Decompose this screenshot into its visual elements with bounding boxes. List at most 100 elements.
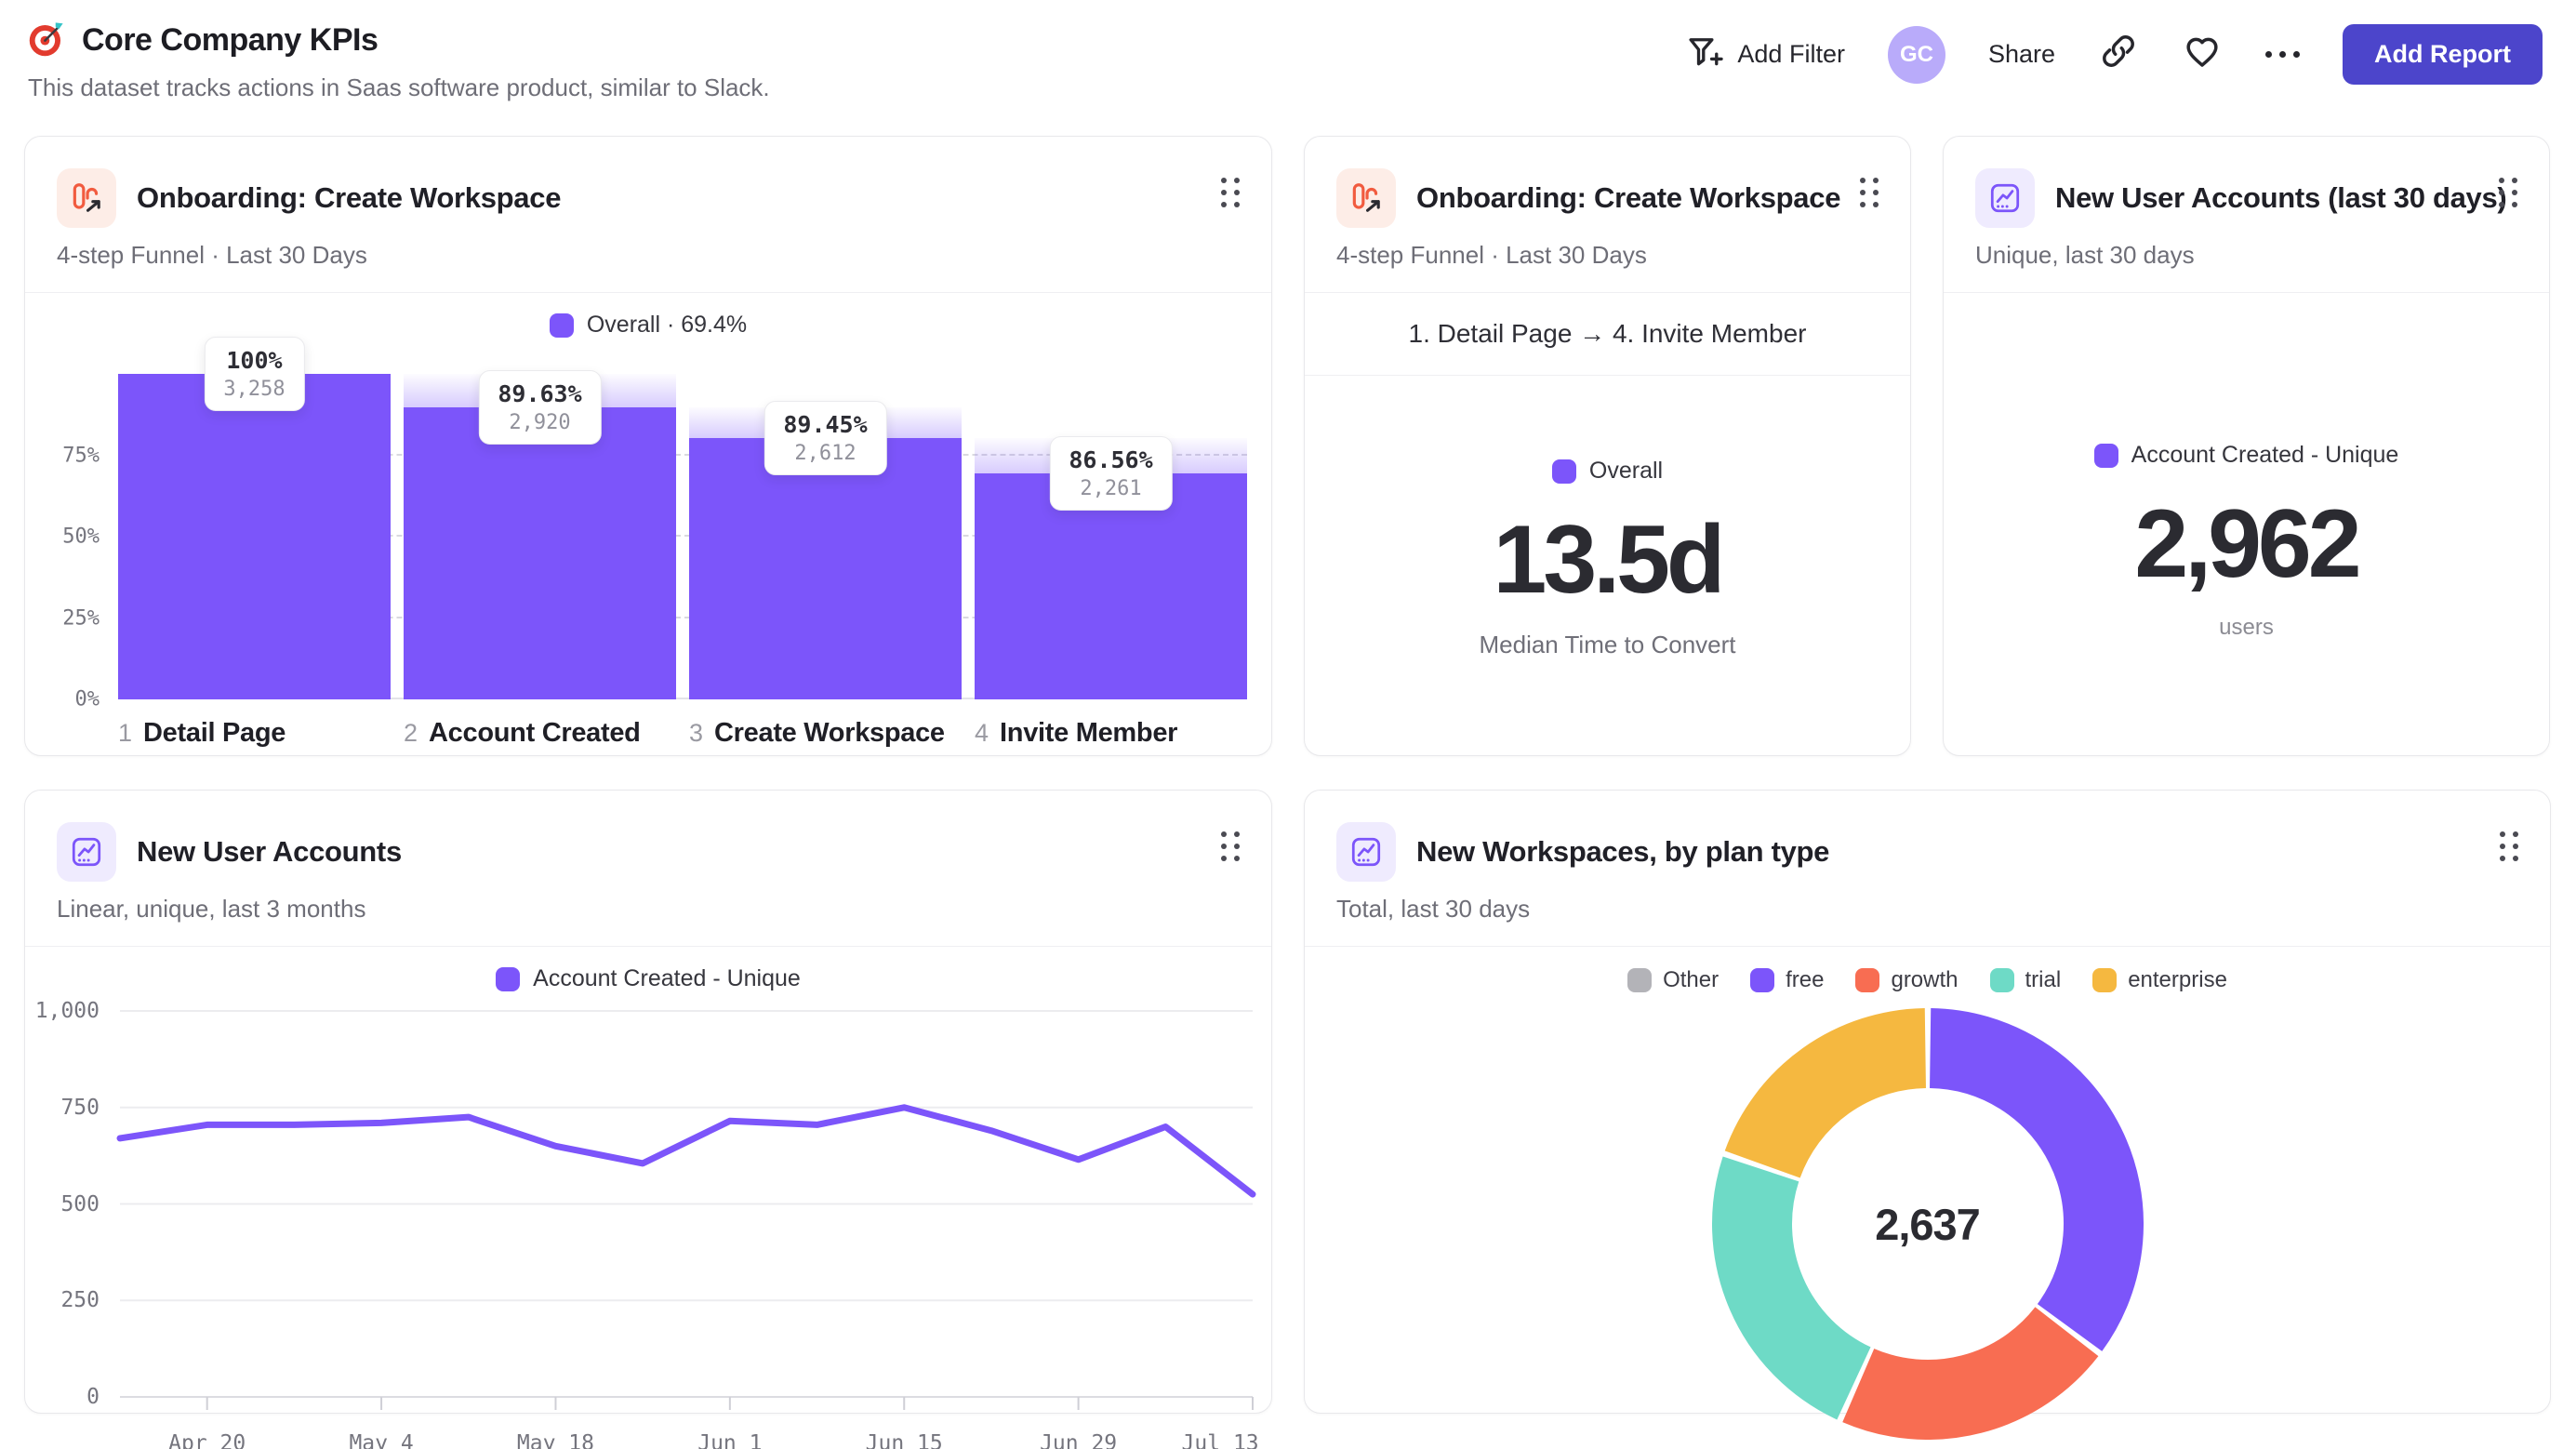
page-subtitle: This dataset tracks actions in Saas soft… (28, 73, 770, 101)
gridline-75 (118, 453, 1247, 456)
card-time-to-convert: Onboarding: Create Workspace 4-step Funn… (1304, 136, 1911, 756)
legend-swatch (1855, 968, 1880, 992)
funnel-bar (118, 374, 391, 699)
legend-swatch (1989, 968, 2014, 992)
legend-item-enterprise[interactable]: enterprise (2092, 967, 2227, 993)
drag-handle-icon[interactable] (1221, 831, 1240, 861)
funnel-report-icon (1336, 168, 1396, 228)
funnel-step-label: 4 Invite Member (975, 718, 1247, 749)
card-accounts-line-chart: New User Accounts Linear, unique, last 3… (24, 790, 1272, 1449)
funnel-y-axis: 0% 25% 50% 75% (25, 374, 118, 711)
step-name: Invite Member (1000, 718, 1178, 748)
step-name: Create Workspace (714, 718, 945, 748)
drag-handle-icon[interactable] (1221, 178, 1240, 207)
conversion-percent: 89.45% (783, 411, 868, 439)
card-title: New User Accounts (137, 835, 402, 868)
funnel-step-label: 3 Create Workspace (689, 718, 962, 749)
add-report-button[interactable]: Add Report (2343, 24, 2543, 85)
header-actions: Add Filter GC Share A (1685, 24, 2543, 85)
card-subtitle: Linear, unique, last 3 months (57, 895, 366, 923)
card-subtitle: 4-step Funnel · Last 30 Days (57, 241, 367, 269)
step-name: Account Created (429, 718, 641, 748)
legend-item-growth[interactable]: growth (1855, 967, 1959, 993)
legend-item-free[interactable]: free (1750, 967, 1824, 993)
card-title: Onboarding: Create Workspace (1416, 181, 1841, 214)
donut-segment-free (1928, 1008, 2144, 1351)
conversion-percent: 86.56% (1069, 446, 1153, 474)
line-legend[interactable]: Account Created - Unique (25, 947, 1271, 1004)
funnel-bar-label: 89.63% 2,920 (478, 370, 602, 445)
drag-handle-icon[interactable] (2499, 178, 2517, 207)
card-divider (1944, 292, 2549, 293)
metric-body: Overall 13.5d Median Time to Convert (1305, 376, 1910, 659)
line-series (116, 1104, 1256, 1198)
y-tick-label: 75% (62, 444, 100, 467)
y-tick-label: 25% (62, 606, 100, 630)
funnel-bar-label: 86.56% 2,261 (1049, 436, 1173, 512)
funnel-plot: 100% 3,258 89.63% 2,920 89.45% 2,612 86.56% 2,2… (118, 337, 1247, 699)
line-plot (116, 1010, 1256, 1410)
heart-icon (2182, 31, 2223, 78)
insights-report-icon (1336, 822, 1396, 882)
x-tick-label: Jun 15 (865, 1431, 943, 1449)
x-tick-label: May 4 (349, 1431, 414, 1449)
conversion-percent: 100% (226, 347, 283, 374)
y-tick-label: 0% (74, 687, 100, 711)
funnel-bar-label: 100% 3,258 (204, 337, 305, 411)
card-divider (25, 292, 1271, 293)
donut-total: 2,637 (1875, 1199, 1981, 1249)
gridline-25 (118, 616, 1247, 618)
gridline-50 (118, 535, 1247, 537)
add-filter-button[interactable]: Add Filter (1685, 32, 1845, 77)
favorite-button[interactable] (2182, 31, 2223, 78)
legend-item-Other[interactable]: Other (1627, 967, 1719, 993)
user-avatar[interactable]: GC (1887, 25, 1945, 84)
step-number: 4 (975, 719, 989, 747)
y-tick-label: 250 (60, 1288, 100, 1313)
y-tick-label: 500 (60, 1191, 100, 1216)
funnel-legend[interactable]: Overall · 69.4% (25, 293, 1271, 350)
gridline-0 (118, 698, 1247, 699)
funnel-bar (689, 438, 962, 699)
card-title: Onboarding: Create Workspace (137, 181, 562, 214)
legend-swatch (2093, 443, 2118, 468)
conversion-count: 2,261 (1080, 477, 1142, 501)
legend-swatch (1750, 968, 1775, 992)
step-number: 3 (689, 719, 704, 747)
share-button[interactable]: Share (1987, 40, 2056, 68)
drag-handle-icon[interactable] (2500, 831, 2518, 861)
card-workspaces-donut: New Workspaces, by plan type Total, last… (1304, 790, 2551, 1440)
funnel-bar (975, 473, 1247, 699)
metric-legend[interactable]: Account Created - Unique (2093, 442, 2398, 469)
donut-legend: Other free growth trial enterprise (1305, 947, 2550, 999)
copy-link-button[interactable] (2098, 31, 2139, 78)
funnel-bar-step-3: 89.45% 2,612 (689, 374, 962, 699)
card-new-accounts-30d: New User Accounts (last 30 days) Unique,… (1943, 136, 2550, 756)
more-menu-button[interactable] (2265, 51, 2301, 58)
legend-swatch (2092, 968, 2118, 992)
funnel-bar-step-4: 86.56% 2,261 (975, 374, 1247, 699)
card-divider (25, 946, 1271, 947)
y-tick-label: 1,000 (34, 999, 100, 1023)
step-name: Detail Page (143, 718, 286, 748)
insights-report-icon (57, 822, 116, 882)
legend-swatch (1551, 459, 1576, 484)
card-divider (1305, 946, 2550, 947)
conversion-percent: 89.63% (498, 380, 582, 408)
legend-label: trial (2025, 967, 2062, 992)
conversion-count: 3,258 (223, 378, 285, 401)
drag-handle-icon[interactable] (1860, 178, 1879, 207)
filter-plus-icon (1685, 32, 1724, 77)
donut-segment-trial (1711, 1156, 1871, 1420)
legend-label: free (1786, 967, 1825, 992)
legend-item-trial[interactable]: trial (1989, 967, 2062, 993)
legend-label: enterprise (2128, 967, 2227, 992)
card-title: New Workspaces, by plan type (1416, 835, 1830, 868)
step-number: 1 (118, 719, 133, 747)
metric-legend[interactable]: Overall (1551, 458, 1663, 485)
donut-segments (1711, 1008, 2144, 1440)
funnel-x-axis: 1 Detail Page 2 Account Created 3 Create Work… (118, 718, 1247, 749)
insights-report-icon (1975, 168, 2035, 228)
funnel-bar-step-2: 89.63% 2,920 (404, 370, 676, 699)
